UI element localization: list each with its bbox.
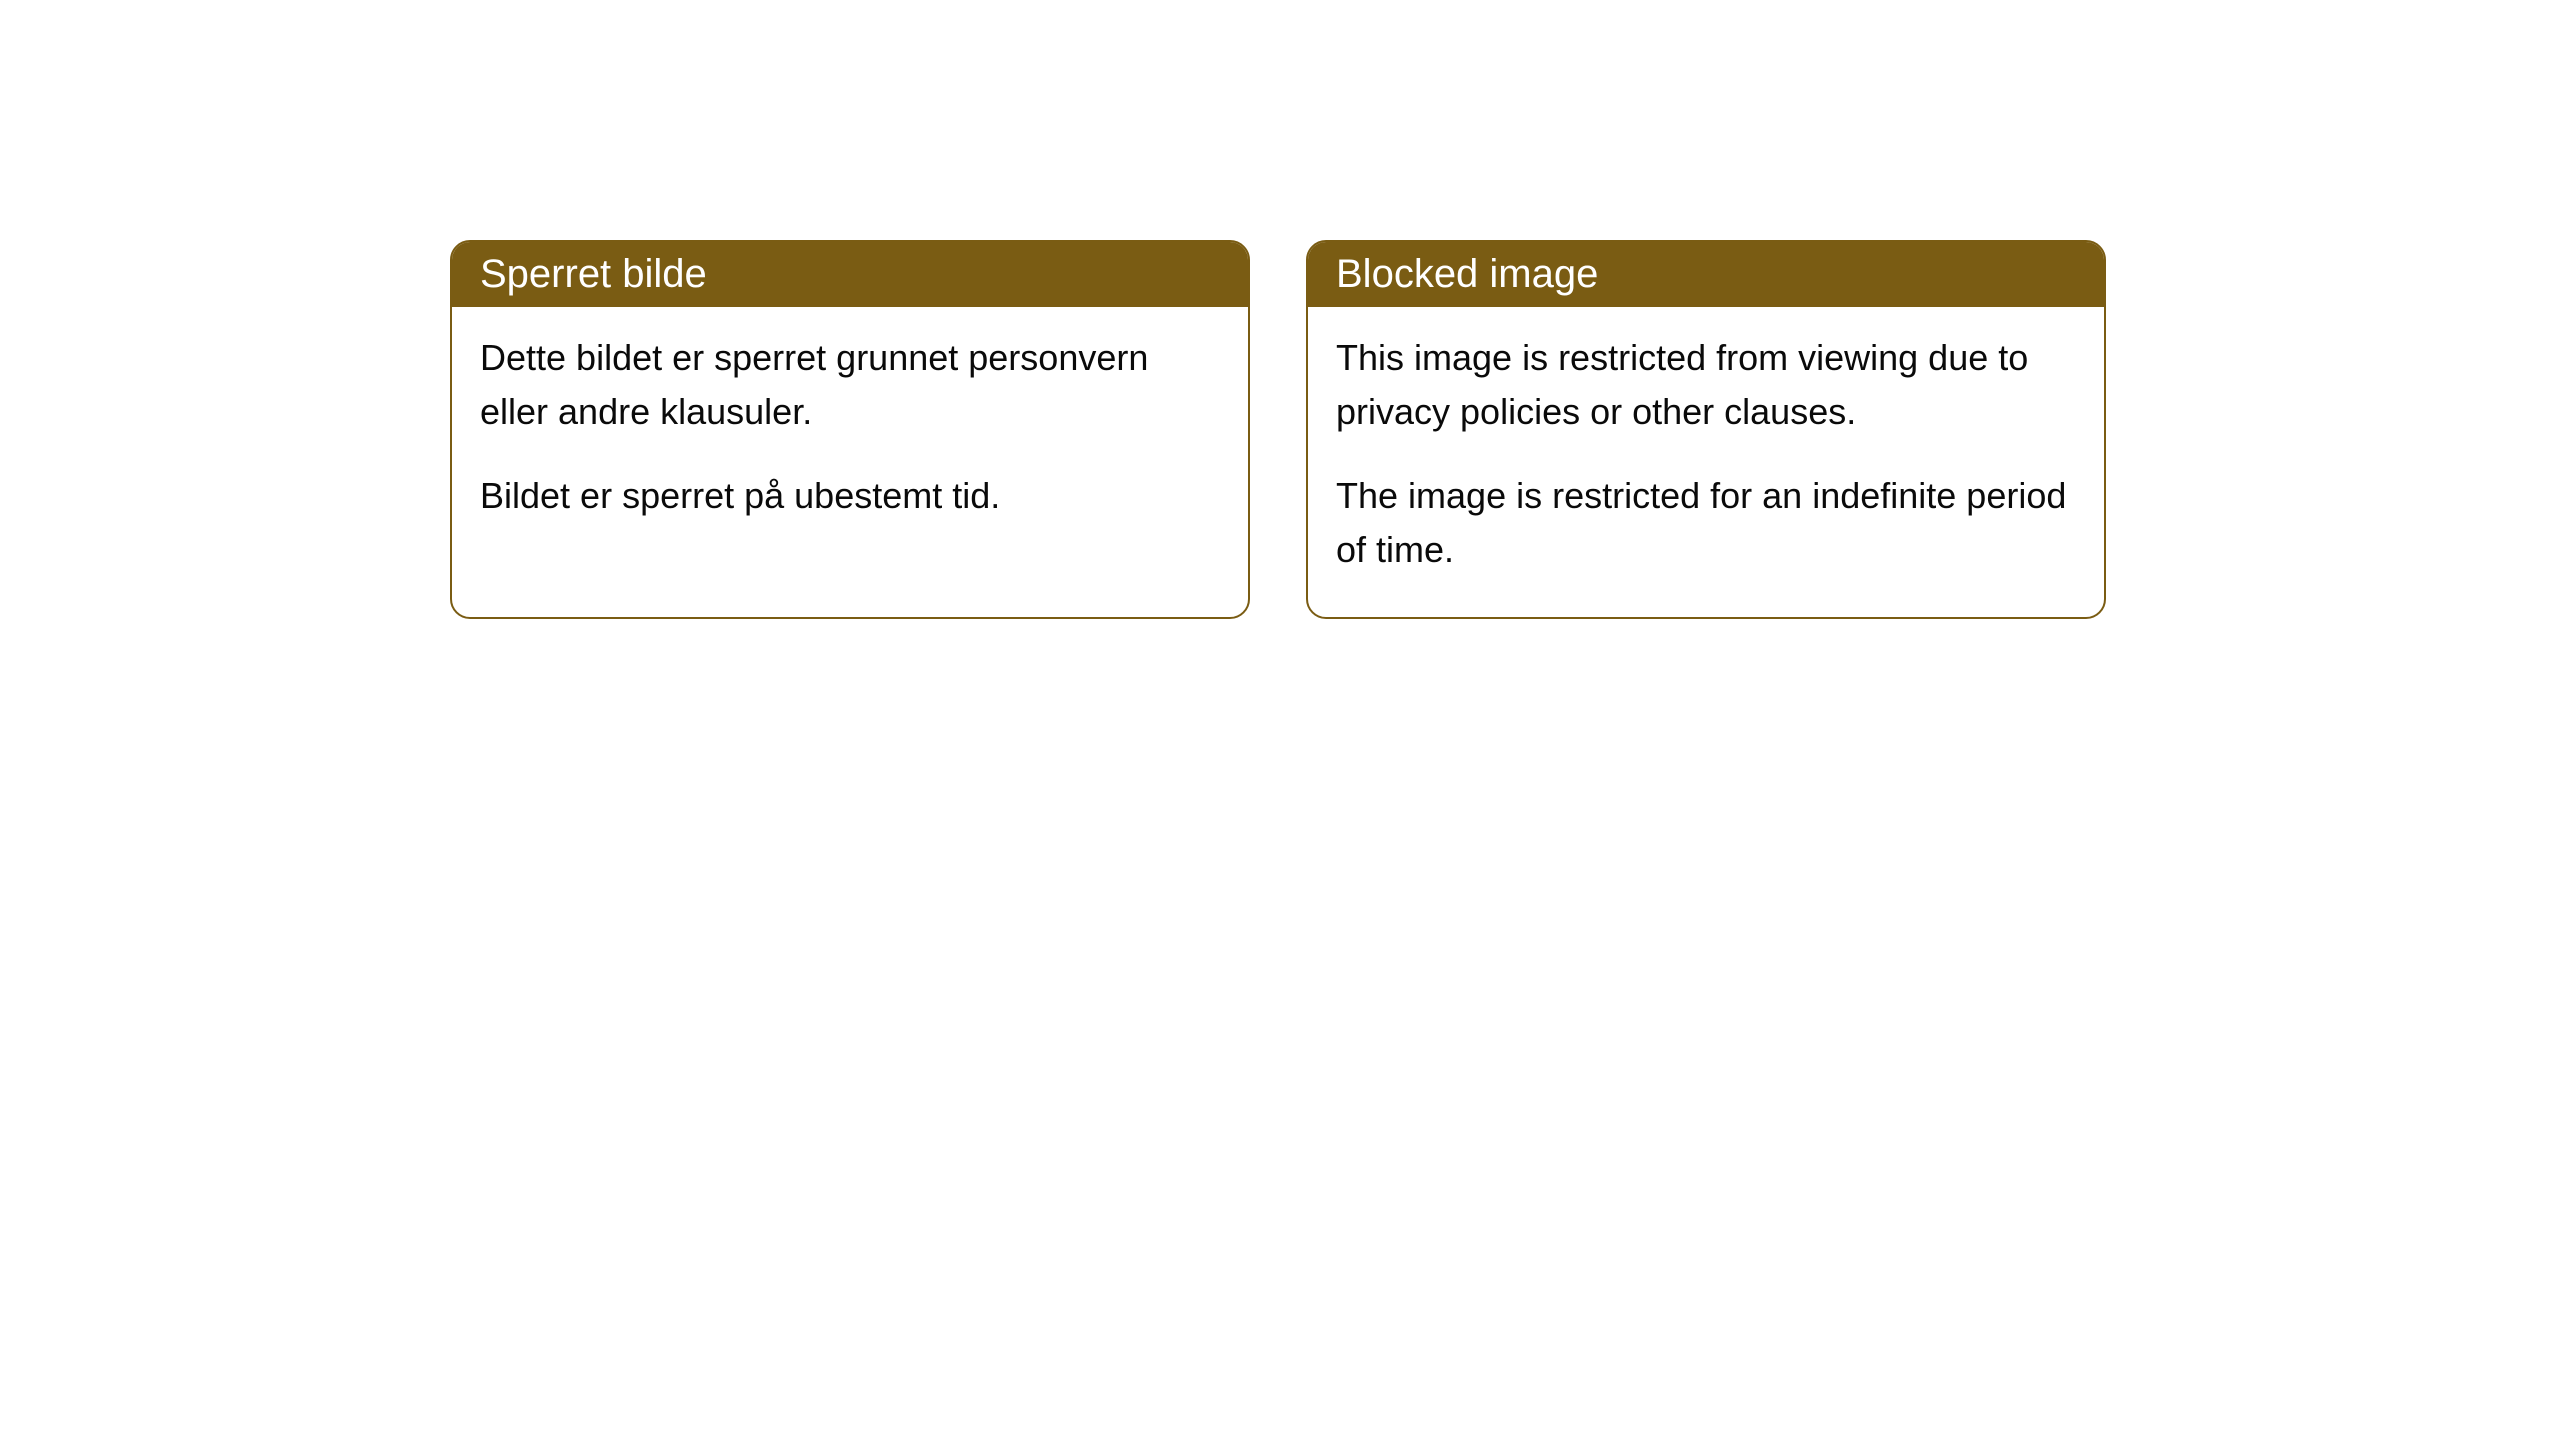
notice-card-norwegian: Sperret bilde Dette bildet er sperret gr…	[450, 240, 1250, 619]
card-body: This image is restricted from viewing du…	[1308, 307, 2104, 617]
card-paragraph: This image is restricted from viewing du…	[1336, 331, 2076, 439]
card-header: Blocked image	[1308, 242, 2104, 307]
card-header: Sperret bilde	[452, 242, 1248, 307]
card-title: Blocked image	[1336, 252, 1598, 296]
card-paragraph: Bildet er sperret på ubestemt tid.	[480, 469, 1220, 523]
card-paragraph: Dette bildet er sperret grunnet personve…	[480, 331, 1220, 439]
card-paragraph: The image is restricted for an indefinit…	[1336, 469, 2076, 577]
card-title: Sperret bilde	[480, 252, 707, 296]
notice-card-english: Blocked image This image is restricted f…	[1306, 240, 2106, 619]
card-body: Dette bildet er sperret grunnet personve…	[452, 307, 1248, 563]
notice-container: Sperret bilde Dette bildet er sperret gr…	[0, 0, 2560, 619]
